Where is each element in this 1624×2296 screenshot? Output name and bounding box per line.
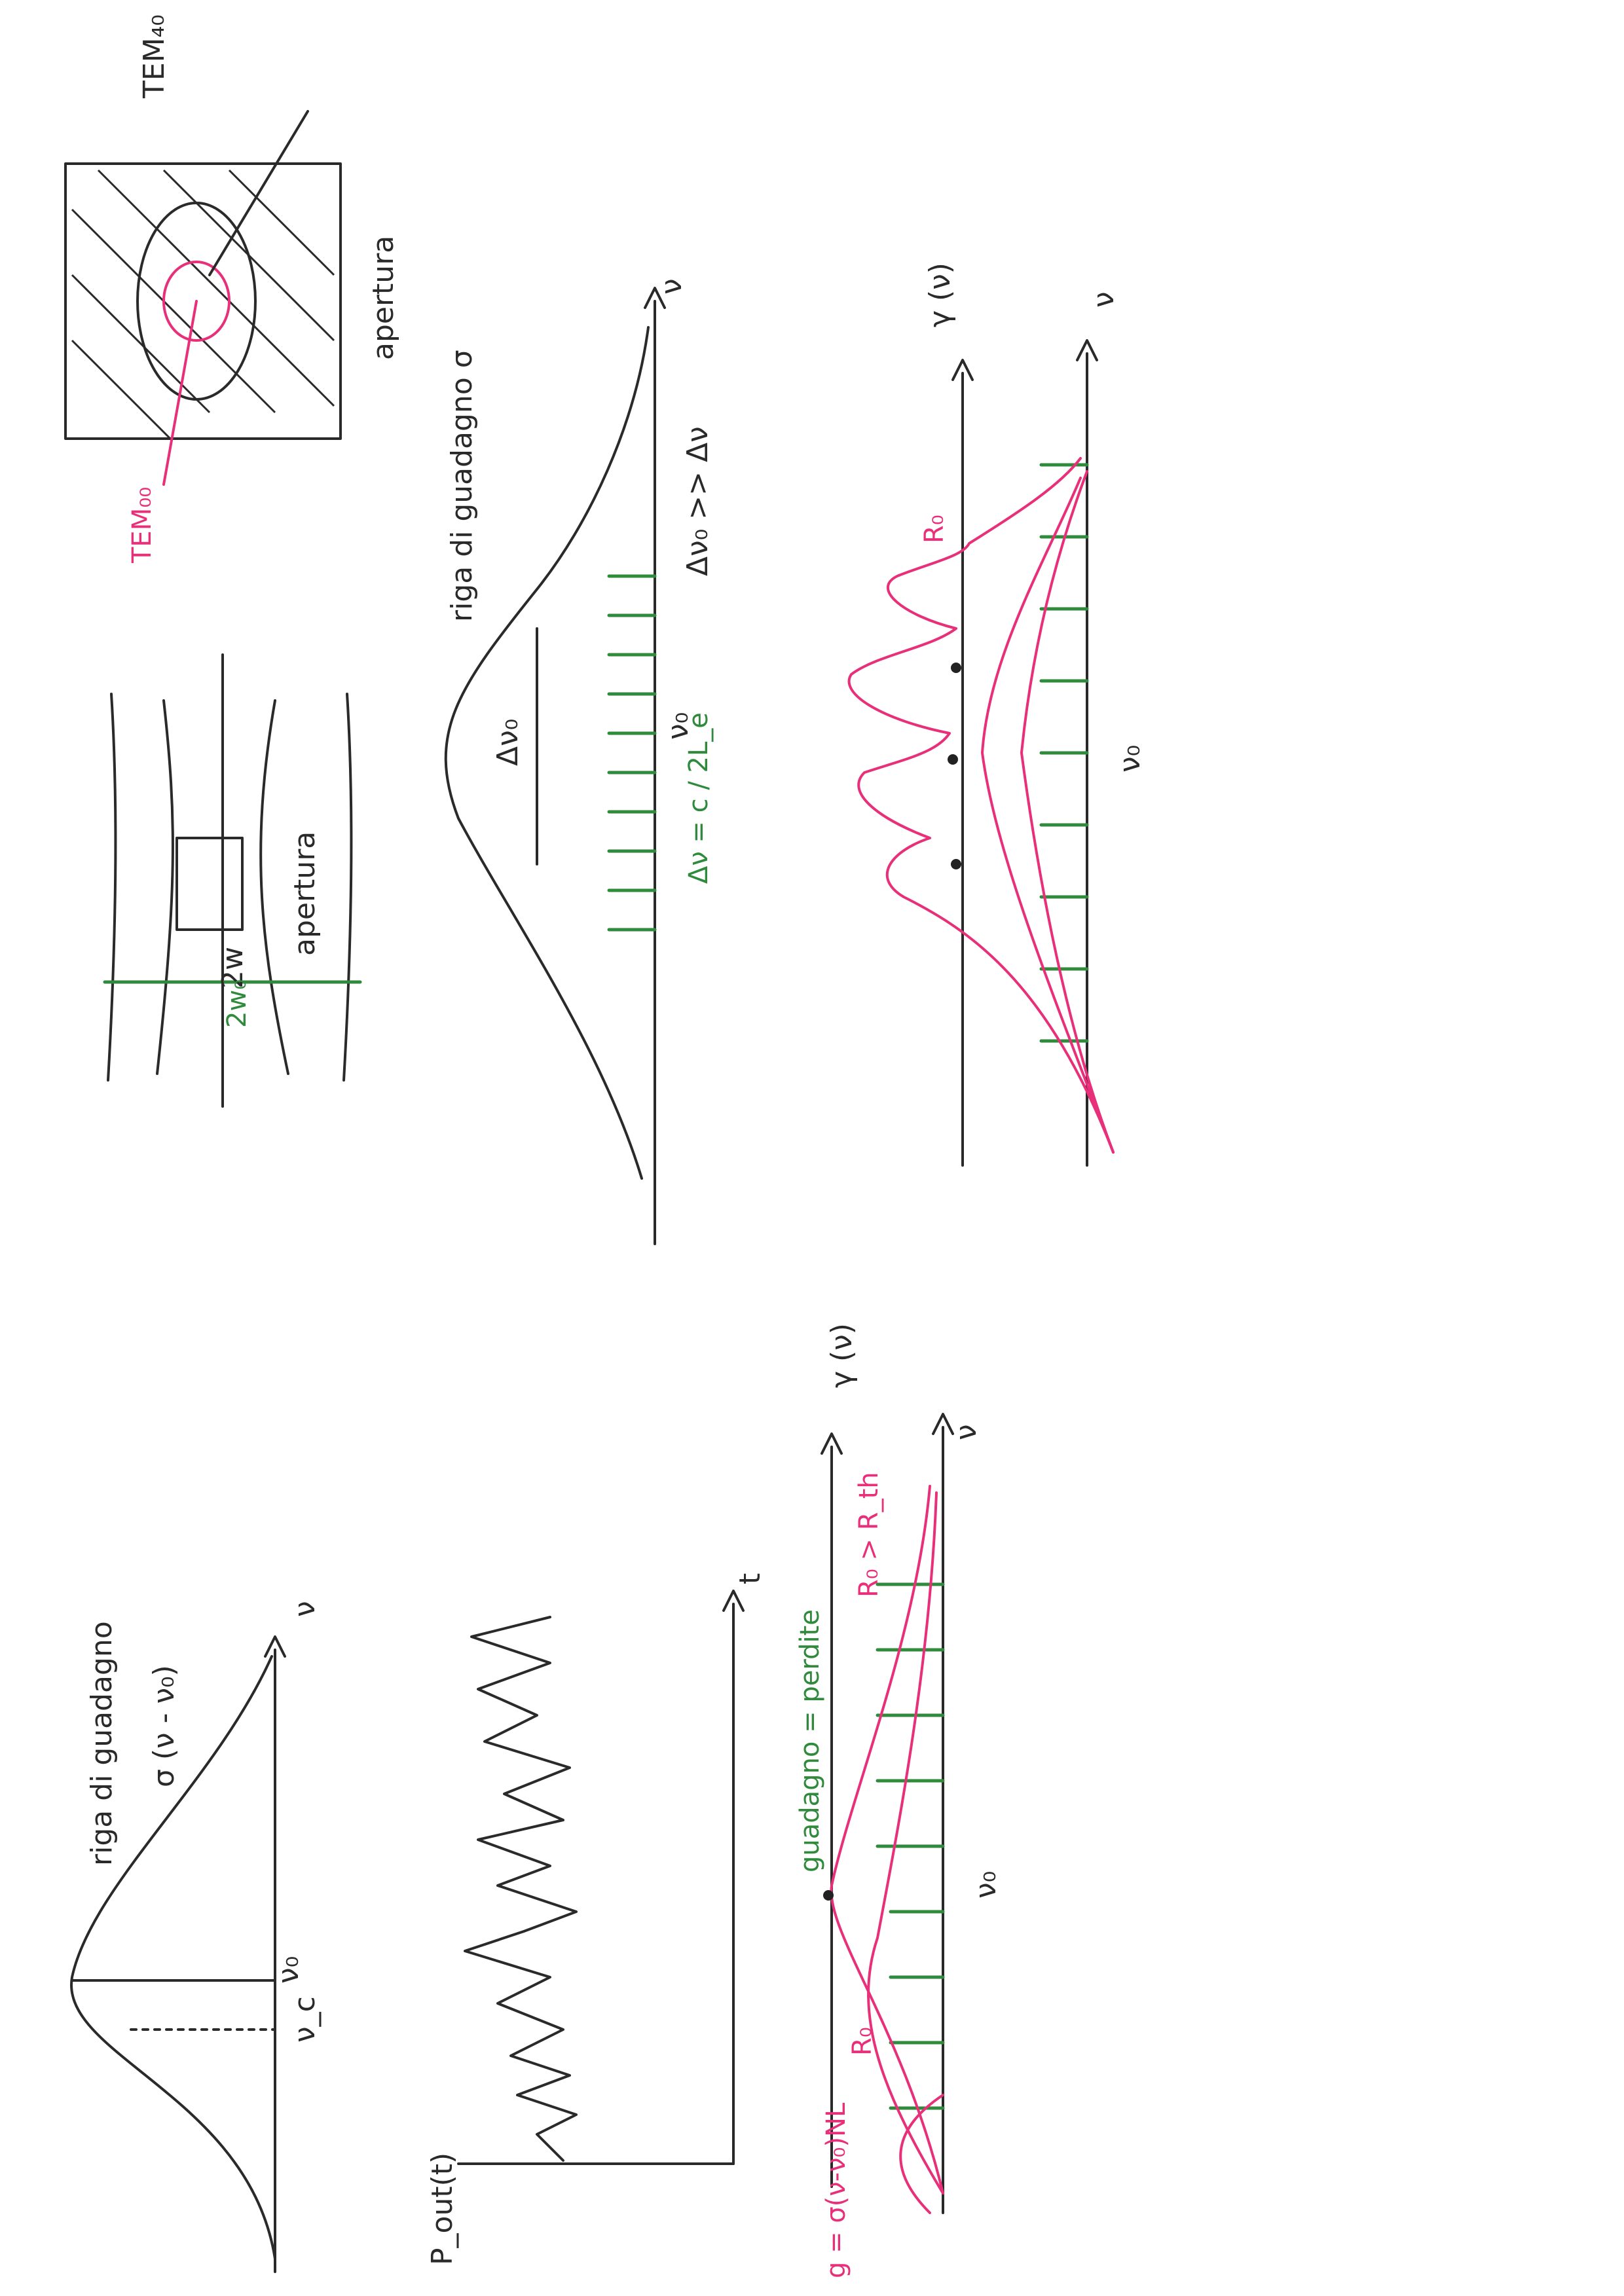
threshold-dot (823, 1890, 834, 1901)
green-mode-lines (607, 574, 657, 932)
gain-axis-arrow (264, 1635, 286, 1658)
panel-longitudinal-modes: Δν₀ Δν = c / 2L_e ν₀ Δν₀ >> Δν riga di g… (444, 278, 714, 1245)
label-sigma-expr: σ (ν - ν₀) (147, 1665, 181, 1787)
mirror-right (342, 693, 353, 1082)
label-pout: P_out(t) (426, 2153, 459, 2265)
label-tem40: TEM₄₀ (138, 14, 171, 99)
label-2w0: 2w₀ (222, 979, 252, 1028)
tem00-pointer (162, 300, 198, 486)
mm-dot-1 (951, 859, 961, 869)
label-delta-nu0: Δν₀ (491, 719, 525, 766)
pout-signal (464, 1616, 578, 2162)
pink-gain-curve-3 (899, 2094, 944, 2214)
mm-dot-3 (951, 663, 961, 673)
label-aperture-d: apertura (288, 831, 322, 956)
gain-curve (70, 1655, 276, 2260)
label-gain-loss: guadagno = perdite (795, 1609, 825, 1872)
label-gain-line: riga di guadagno (85, 1621, 119, 1866)
label-nu-axis: ν (288, 1601, 322, 1617)
label-r0-g: R₀ (919, 515, 950, 543)
tem40-pointer (208, 110, 309, 276)
beam-box (175, 837, 244, 931)
label-delta-ineq: Δν₀ >> Δν (681, 426, 714, 576)
label-nu0: ν₀ (272, 1956, 305, 1984)
panel-pout: P_out(t) t (426, 1573, 767, 2265)
mm-pink-envelope-2 (1020, 470, 1115, 1154)
mm-arrow-top (951, 359, 974, 381)
panel-resonator: 2w 2w₀ apertura (103, 653, 362, 1108)
label-nu0-g: ν₀ (1113, 745, 1147, 773)
label-t-axis: t (733, 1573, 767, 1584)
green-modes (876, 1582, 945, 2110)
label-gamma-g: γ (ν) (923, 263, 957, 327)
label-nuc: ν_c (288, 1996, 322, 2043)
label-tem00: TEM₀₀ (127, 487, 157, 564)
gamma-arrow-bottom (932, 1413, 954, 1435)
mm-green-lines (1039, 463, 1089, 1043)
pink-gain-curve-1 (830, 1485, 944, 2195)
label-nu-g: ν (1087, 291, 1120, 308)
modes-axis-arrow (644, 287, 666, 309)
label-gamma: γ (ν) (825, 1323, 858, 1388)
label-aperture-e: apertura (367, 236, 400, 360)
label-nu-c: ν (950, 1424, 983, 1440)
wide-gain-curve (444, 326, 650, 1180)
panel-gain-line: ν₀ ν_c ν riga di guadagno σ (ν - ν₀) (70, 1601, 322, 2273)
tem00-mode-shape (162, 261, 231, 342)
panel-tem-aperture: TEM₀₀ TEM₄₀ apertura (64, 14, 400, 564)
label-nu-f: ν (655, 278, 688, 295)
label-nu0-c: ν₀ (969, 1871, 1003, 1899)
mm-arrow-bottom (1076, 339, 1098, 361)
mirror-left (107, 693, 117, 1082)
beam-edge-top (156, 699, 174, 1075)
mm-dot-2 (948, 754, 958, 765)
mm-pink-peaks (847, 457, 1115, 1154)
label-2w: 2w (216, 947, 249, 989)
tem40-mode-shape (136, 202, 257, 401)
pout-axis-arrow (722, 1590, 745, 1612)
panel-gamma: g = σ(ν-ν₀)NL guadagno = perdite R₀ > R_… (795, 1323, 1003, 2278)
label-g-formula: g = σ(ν-ν₀)NL (821, 2102, 851, 2278)
label-gain-line-sigma: riga di guadagno σ (445, 350, 479, 622)
aperture-square (64, 162, 342, 440)
label-r0-left: R₀ (847, 2027, 877, 2056)
gamma-arrow-top (821, 1432, 843, 1455)
beam-edge-bottom (259, 699, 289, 1075)
label-nu0-f: ν₀ (661, 712, 695, 740)
pink-gain-curve-2 (867, 1491, 944, 2195)
label-r0-rth: R₀ > R_th (854, 1472, 884, 1597)
label-delta-nu-formula: Δν = c / 2L_e (684, 712, 714, 884)
panel-multimode: R₀ ν₀ γ (ν) ν (847, 263, 1147, 1167)
mm-pink-envelope-1 (981, 477, 1115, 1154)
